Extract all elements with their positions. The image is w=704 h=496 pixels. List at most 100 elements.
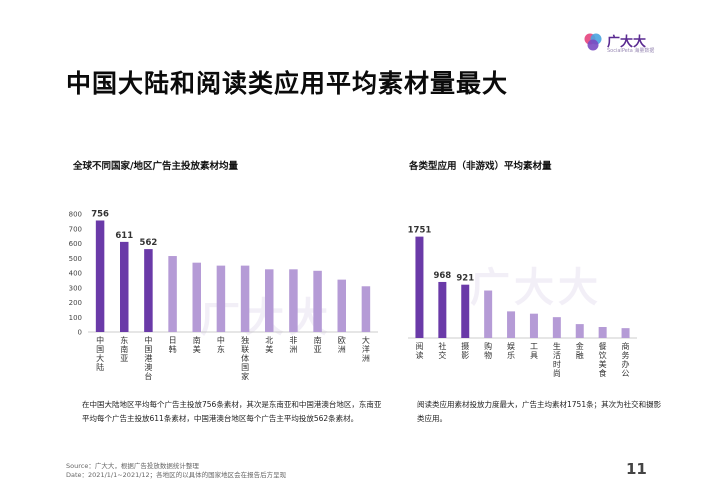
bar xyxy=(484,290,493,338)
y-tick-label: 500 xyxy=(69,255,82,263)
category-label-char: 南 xyxy=(120,344,128,354)
category-label-char: 购 xyxy=(484,341,492,351)
category-label-char: 美 xyxy=(193,344,201,354)
category-label-char: 欧 xyxy=(338,335,346,345)
category-label-char: 生 xyxy=(553,341,561,351)
bar xyxy=(507,311,516,338)
y-tick-label: 300 xyxy=(69,284,82,292)
category-label-char: 中 xyxy=(144,335,152,345)
category-label-char: 食 xyxy=(599,368,607,378)
category-label-char: 阅 xyxy=(415,342,423,351)
category-label-char: 南 xyxy=(193,335,201,345)
category-label-char: 摄 xyxy=(461,342,469,351)
bar xyxy=(313,270,322,332)
y-tick-label: 400 xyxy=(69,270,82,278)
category-label-char: 具 xyxy=(530,351,538,360)
bar xyxy=(621,328,630,338)
category-label-char: 中 xyxy=(96,335,104,345)
category-label-char: 洲 xyxy=(338,345,346,354)
category-label-char: 美 xyxy=(265,344,273,354)
category-label-char: 影 xyxy=(461,350,469,360)
category-label-char: 韩 xyxy=(169,344,177,354)
bar xyxy=(415,236,424,338)
logo: 广大大 SocialPeta 海量数据 xyxy=(583,32,683,58)
category-label-char: 金 xyxy=(576,341,584,351)
category-label-char: 独 xyxy=(241,335,249,345)
category-label-char: 时 xyxy=(553,359,561,369)
category-label-char: 家 xyxy=(241,371,249,381)
data-label: 562 xyxy=(140,238,158,248)
category-label-char: 国 xyxy=(144,345,152,354)
bar xyxy=(438,281,447,338)
data-label: 968 xyxy=(433,271,451,281)
category-label-char: 读 xyxy=(415,350,423,360)
category-label-char: 餐 xyxy=(599,342,607,351)
date-line: Date：2021/1/1~2021/12；各地区的以具体的国家地区会在报告后方… xyxy=(66,471,287,479)
category-label-char: 东 xyxy=(120,335,128,345)
data-label: 756 xyxy=(91,209,109,219)
category-label-char: 亚 xyxy=(314,345,322,354)
page-title: 中国大陆和阅读类应用平均素材量最大 xyxy=(66,69,509,98)
y-tick-label: 100 xyxy=(69,314,82,322)
category-label-char: 务 xyxy=(622,350,630,360)
category-label-char: 交 xyxy=(438,350,446,360)
category-label-char: 陆 xyxy=(96,362,104,372)
bar xyxy=(120,241,129,332)
category-label-char: 台 xyxy=(144,371,152,381)
category-label-char: 北 xyxy=(265,336,273,345)
category-label-char: 商 xyxy=(622,341,630,351)
bar xyxy=(168,256,177,332)
bar xyxy=(144,249,153,332)
category-label-char: 乐 xyxy=(507,350,515,360)
category-label-char: 国 xyxy=(96,345,104,354)
category-label-char: 体 xyxy=(241,353,249,363)
page-number: 11 xyxy=(626,460,647,478)
category-label-char: 中 xyxy=(217,335,225,345)
category-label-char: 活 xyxy=(553,350,561,360)
data-label: 1751 xyxy=(408,226,432,236)
bar xyxy=(95,220,105,332)
category-label-char: 公 xyxy=(622,369,630,378)
y-tick-label: 0 xyxy=(78,329,82,337)
category-label-char: 国 xyxy=(241,363,249,372)
category-label-char: 物 xyxy=(484,350,492,360)
bar xyxy=(361,286,371,332)
right-chart-title: 各类型应用（非游戏）平均素材量 xyxy=(409,161,552,172)
bar xyxy=(265,269,274,332)
category-label-char: 尚 xyxy=(553,368,561,378)
y-tick-label: 600 xyxy=(69,240,82,248)
logo-subtitle: SocialPeta 海量数据 xyxy=(607,48,655,54)
bar xyxy=(216,265,226,332)
category-label-char: 亚 xyxy=(120,354,128,363)
category-label-char: 大 xyxy=(362,335,370,345)
bar xyxy=(529,313,538,338)
category-label-char: 大 xyxy=(96,353,104,363)
logo-icon xyxy=(584,33,602,51)
category-label-char: 港 xyxy=(144,353,152,363)
bar xyxy=(337,279,346,332)
y-tick-label: 700 xyxy=(69,225,82,233)
category-label-char: 洲 xyxy=(289,345,297,354)
data-label: 611 xyxy=(115,231,133,241)
category-label-char: 饮 xyxy=(599,350,607,360)
source-line: Source：广大大，根据广告投放数据统计整理 xyxy=(66,462,199,470)
category-label-char: 联 xyxy=(241,345,249,354)
category-label-char: 洲 xyxy=(362,354,370,363)
category-label-char: 南 xyxy=(314,335,322,345)
right-chart-note: 阅读类应用素材投放力度最大，广告主均素材1751条；其次为社交和摄影类应用。 xyxy=(417,400,662,423)
y-tick-label: 200 xyxy=(69,299,82,307)
category-label-char: 办 xyxy=(622,359,630,369)
category-label-char: 娱 xyxy=(507,342,515,351)
category-label-char: 澳 xyxy=(144,362,152,372)
category-label-char: 工 xyxy=(530,342,538,351)
bar xyxy=(461,284,470,338)
category-label-char: 美 xyxy=(599,359,607,369)
logo-text: 广大大 xyxy=(607,35,647,50)
bar xyxy=(289,269,298,332)
bar xyxy=(598,327,607,338)
category-label-char: 洋 xyxy=(362,344,370,354)
data-label: 921 xyxy=(456,274,474,284)
bar xyxy=(240,265,250,332)
bar xyxy=(575,324,584,338)
